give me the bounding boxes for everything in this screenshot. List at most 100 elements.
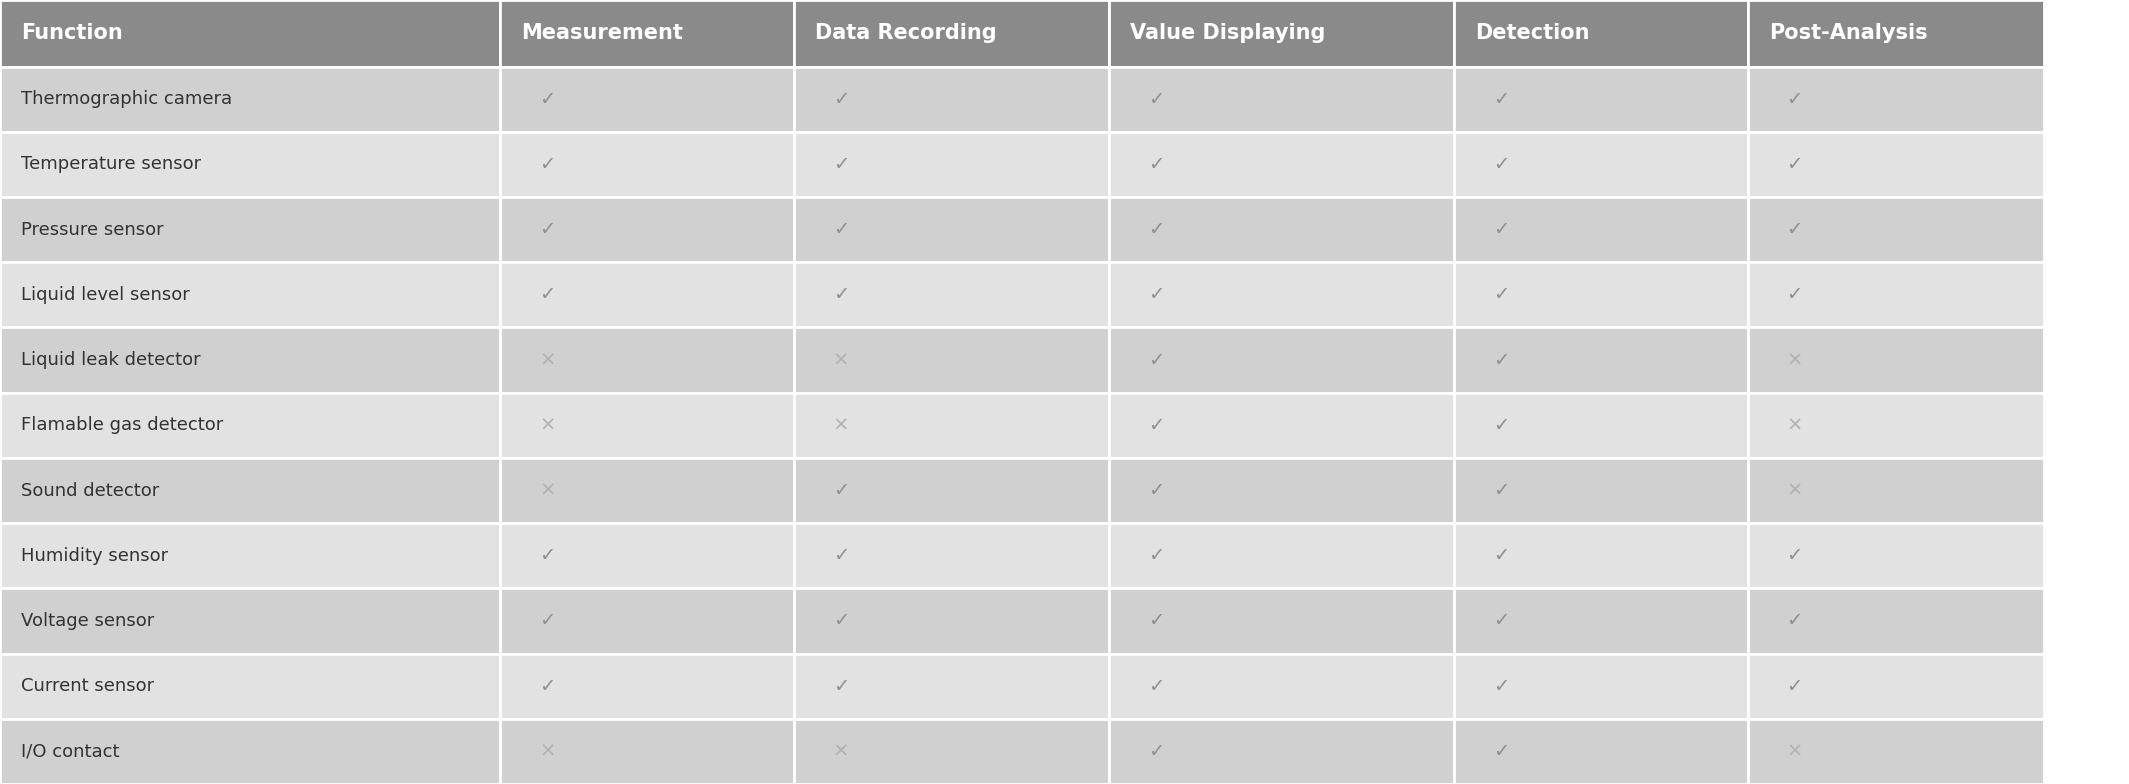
Bar [0, 719, 500, 784]
Bar [794, 0, 1109, 67]
Text: ×: × [1786, 742, 1803, 761]
Bar [1109, 654, 1454, 719]
Bar [794, 197, 1109, 263]
Bar [1454, 458, 1748, 523]
Bar [500, 263, 794, 328]
Bar [500, 132, 794, 197]
Bar [0, 197, 500, 263]
Bar [1109, 132, 1454, 197]
Bar [794, 654, 1109, 719]
Text: Current sensor: Current sensor [21, 677, 155, 695]
Bar [1748, 0, 2044, 67]
Bar [794, 523, 1109, 588]
Text: ✓: ✓ [1148, 220, 1165, 239]
Text: ✓: ✓ [1492, 220, 1509, 239]
Bar [0, 588, 500, 654]
Bar [1109, 67, 1454, 132]
Text: Sound detector: Sound detector [21, 481, 160, 499]
Bar [1454, 263, 1748, 328]
Text: Liquid level sensor: Liquid level sensor [21, 286, 189, 304]
Text: ✓: ✓ [1786, 612, 1803, 630]
Text: ✓: ✓ [1148, 546, 1165, 565]
Text: ✓: ✓ [1786, 546, 1803, 565]
Text: ×: × [1786, 416, 1803, 435]
Bar [1748, 393, 2044, 458]
Bar [500, 719, 794, 784]
Text: ✓: ✓ [1786, 220, 1803, 239]
Bar [1748, 588, 2044, 654]
Text: ✓: ✓ [1492, 89, 1509, 109]
Bar [1454, 67, 1748, 132]
Text: ✓: ✓ [1148, 285, 1165, 304]
Bar [0, 132, 500, 197]
Bar [0, 654, 500, 719]
Text: Function: Function [21, 24, 123, 43]
Text: ✓: ✓ [832, 481, 849, 500]
Bar [1109, 719, 1454, 784]
Bar [1454, 197, 1748, 263]
Bar [1109, 588, 1454, 654]
Bar [1748, 132, 2044, 197]
Bar [0, 393, 500, 458]
Bar [500, 523, 794, 588]
Text: ✓: ✓ [539, 677, 556, 695]
Bar [0, 458, 500, 523]
Text: ✓: ✓ [539, 89, 556, 109]
Text: Thermographic camera: Thermographic camera [21, 90, 232, 108]
Bar [794, 588, 1109, 654]
Bar [1748, 458, 2044, 523]
Bar [1454, 328, 1748, 393]
Text: ✓: ✓ [832, 220, 849, 239]
Text: ✓: ✓ [1148, 481, 1165, 500]
Text: ×: × [539, 481, 556, 500]
Text: ✓: ✓ [539, 155, 556, 174]
Text: ×: × [539, 350, 556, 369]
Text: Liquid leak detector: Liquid leak detector [21, 351, 200, 369]
Bar [1109, 197, 1454, 263]
Text: ×: × [832, 350, 849, 369]
Text: ✓: ✓ [832, 89, 849, 109]
Text: ×: × [539, 416, 556, 435]
Text: Pressure sensor: Pressure sensor [21, 220, 164, 238]
Text: ✓: ✓ [1492, 546, 1509, 565]
Text: Data Recording: Data Recording [815, 24, 996, 43]
Bar [1109, 263, 1454, 328]
Bar [794, 132, 1109, 197]
Bar [1748, 67, 2044, 132]
Bar [500, 654, 794, 719]
Bar [500, 0, 794, 67]
Text: ✓: ✓ [539, 612, 556, 630]
Text: ✓: ✓ [1492, 612, 1509, 630]
Text: Detection: Detection [1475, 24, 1590, 43]
Text: ✓: ✓ [1492, 742, 1509, 761]
Text: ✓: ✓ [832, 677, 849, 695]
Bar [794, 328, 1109, 393]
Text: Humidity sensor: Humidity sensor [21, 546, 168, 564]
Bar [1109, 328, 1454, 393]
Text: ✓: ✓ [1148, 155, 1165, 174]
Bar [1748, 719, 2044, 784]
Bar [794, 719, 1109, 784]
Text: ×: × [832, 416, 849, 435]
Text: Measurement: Measurement [522, 24, 683, 43]
Bar [0, 263, 500, 328]
Bar [500, 393, 794, 458]
Text: ✓: ✓ [1492, 155, 1509, 174]
Text: ✓: ✓ [1148, 612, 1165, 630]
Bar [0, 67, 500, 132]
Text: ✓: ✓ [1786, 285, 1803, 304]
Bar [1109, 0, 1454, 67]
Text: ✓: ✓ [1492, 350, 1509, 369]
Bar [1109, 523, 1454, 588]
Text: Temperature sensor: Temperature sensor [21, 155, 202, 173]
Text: ×: × [1786, 350, 1803, 369]
Text: ✓: ✓ [1492, 677, 1509, 695]
Text: ✓: ✓ [1148, 677, 1165, 695]
Bar [500, 67, 794, 132]
Text: ✓: ✓ [832, 155, 849, 174]
Text: ✓: ✓ [1148, 350, 1165, 369]
Bar [500, 328, 794, 393]
Text: ✓: ✓ [1492, 481, 1509, 500]
Text: ✓: ✓ [1492, 285, 1509, 304]
Text: Flamable gas detector: Flamable gas detector [21, 416, 224, 434]
